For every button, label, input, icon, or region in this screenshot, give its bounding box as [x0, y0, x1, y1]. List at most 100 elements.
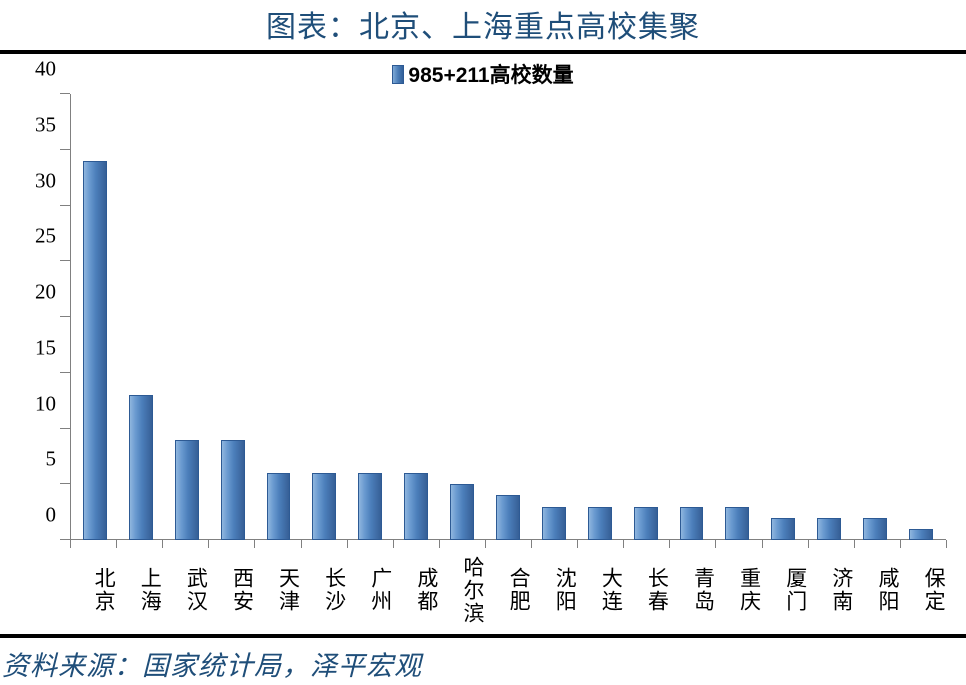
- x-axis-tick: [116, 540, 117, 548]
- x-axis-label: 哈尔滨: [439, 548, 485, 628]
- x-axis-label: 长春: [623, 548, 669, 628]
- bar: [267, 473, 291, 540]
- x-axis-tick: [485, 540, 486, 548]
- y-axis-tick: [60, 149, 70, 150]
- bar-slot: [898, 94, 944, 540]
- bar: [83, 161, 107, 540]
- x-axis-tick: [854, 540, 855, 548]
- bar-slot: [852, 94, 898, 540]
- bar: [817, 518, 841, 540]
- x-axis-tick: [946, 540, 947, 548]
- y-axis-tick: [60, 205, 70, 206]
- x-axis-label: 青岛: [669, 548, 715, 628]
- x-axis-tick: [531, 540, 532, 548]
- x-axis-tick: [900, 540, 901, 548]
- bar-slot: [347, 94, 393, 540]
- x-axis-label: 长沙: [301, 548, 347, 628]
- bar: [909, 529, 933, 540]
- y-axis-label: 10: [35, 391, 70, 416]
- bar-slot: [210, 94, 256, 540]
- bar: [496, 495, 520, 540]
- x-axis-label: 咸阳: [854, 548, 900, 628]
- x-axis-label: 天津: [254, 548, 300, 628]
- x-axis-tick: [254, 540, 255, 548]
- x-axis-label: 北京: [70, 548, 116, 628]
- bar-slot: [485, 94, 531, 540]
- bar: [863, 518, 887, 540]
- bar: [175, 440, 199, 540]
- bar: [725, 507, 749, 540]
- bars-container: [70, 94, 946, 540]
- x-axis-tick: [808, 540, 809, 548]
- legend: 985+211高校数量: [10, 60, 956, 88]
- bar-slot: [577, 94, 623, 540]
- y-axis-label: 15: [35, 335, 70, 360]
- legend-label: 985+211高校数量: [408, 59, 573, 89]
- plot-area: 0510152025303540: [70, 94, 946, 540]
- chart-area: 985+211高校数量 0510152025303540 北京上海武汉西安天津长…: [0, 52, 966, 636]
- bar-slot: [164, 94, 210, 540]
- y-axis-tick: [60, 316, 70, 317]
- x-axis-tick: [715, 540, 716, 548]
- x-axis-tick: [762, 540, 763, 548]
- bar-slot: [118, 94, 164, 540]
- y-axis-tick: [60, 260, 70, 261]
- bar-slot: [806, 94, 852, 540]
- bar-slot: [669, 94, 715, 540]
- chart-title: 图表：北京、上海重点高校集聚: [0, 0, 966, 52]
- y-axis-label: 20: [35, 280, 70, 305]
- y-axis-label: 35: [35, 112, 70, 137]
- x-axis-label: 大连: [577, 548, 623, 628]
- x-axis-tick: [70, 540, 71, 548]
- y-axis-tick: [60, 428, 70, 429]
- y-axis-label: 40: [35, 57, 70, 82]
- y-axis-label: 5: [46, 447, 71, 472]
- bar: [634, 507, 658, 540]
- y-axis-label: 0: [46, 503, 71, 528]
- bar-slot: [760, 94, 806, 540]
- x-axis-tick: [301, 540, 302, 548]
- bar-slot: [72, 94, 118, 540]
- x-axis-label: 沈阳: [531, 548, 577, 628]
- x-axis-tick: [162, 540, 163, 548]
- y-axis-tick: [60, 372, 70, 373]
- x-axis-label: 广州: [347, 548, 393, 628]
- bar-slot: [531, 94, 577, 540]
- bar-slot: [256, 94, 302, 540]
- x-axis-label: 厦门: [762, 548, 808, 628]
- x-axis-label: 合肥: [485, 548, 531, 628]
- x-axis-tick: [669, 540, 670, 548]
- bar: [588, 507, 612, 540]
- x-axis-label: 重庆: [716, 548, 762, 628]
- x-axis-tick: [439, 540, 440, 548]
- x-axis-label: 济南: [808, 548, 854, 628]
- x-axis-tick: [347, 540, 348, 548]
- bar-slot: [393, 94, 439, 540]
- bar: [680, 507, 704, 540]
- y-axis-tick: [60, 93, 70, 94]
- bar-slot: [439, 94, 485, 540]
- bar-slot: [301, 94, 347, 540]
- bar: [221, 440, 245, 540]
- x-axis-label: 保定: [900, 548, 946, 628]
- y-axis-tick: [60, 483, 70, 484]
- x-axis-tick: [623, 540, 624, 548]
- bar-slot: [714, 94, 760, 540]
- x-axis-tick: [208, 540, 209, 548]
- bar: [312, 473, 336, 540]
- x-axis-tick: [577, 540, 578, 548]
- x-axis-label: 成都: [393, 548, 439, 628]
- x-axis-tick: [393, 540, 394, 548]
- x-axis-label: 西安: [208, 548, 254, 628]
- y-axis-tick: [60, 539, 70, 540]
- x-axis-labels: 北京上海武汉西安天津长沙广州成都哈尔滨合肥沈阳大连长春青岛重庆厦门济南咸阳保定: [70, 548, 946, 628]
- bar-slot: [623, 94, 669, 540]
- bar: [542, 507, 566, 540]
- x-axis-label: 武汉: [162, 548, 208, 628]
- bar: [358, 473, 382, 540]
- y-axis-label: 25: [35, 224, 70, 249]
- bar: [771, 518, 795, 540]
- y-axis-label: 30: [35, 168, 70, 193]
- source-text: 资料来源：国家统计局，泽平宏观: [0, 636, 966, 685]
- bar: [450, 484, 474, 540]
